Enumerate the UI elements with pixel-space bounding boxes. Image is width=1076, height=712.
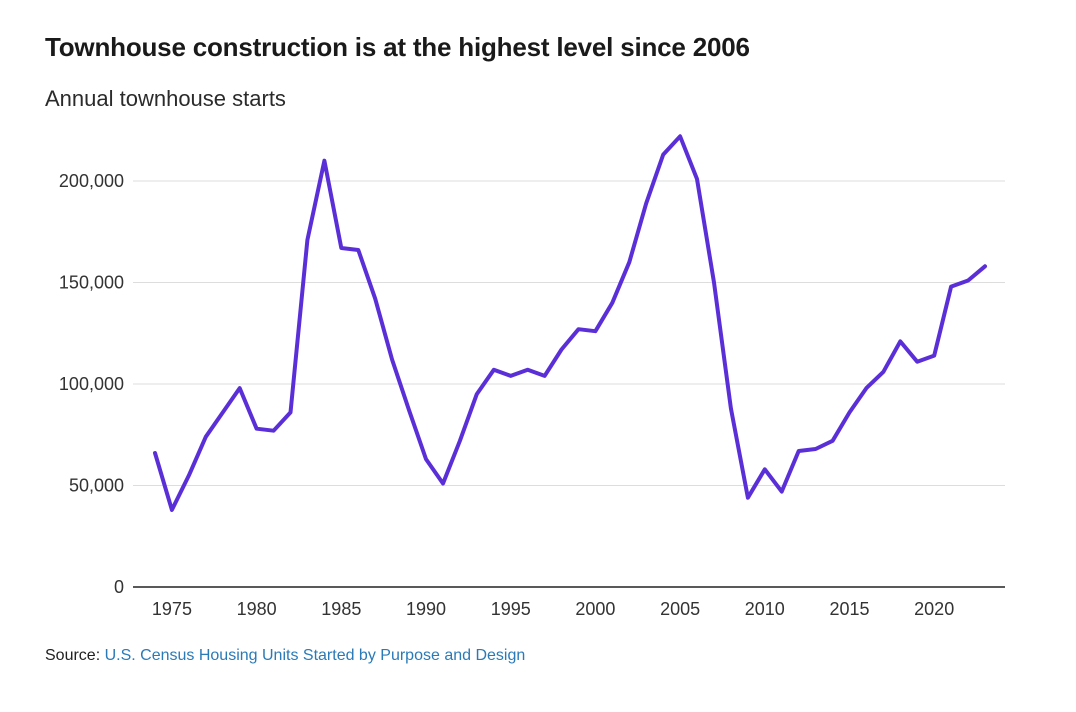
data-point [627, 260, 631, 264]
data-point [797, 449, 801, 453]
data-point [746, 496, 750, 500]
data-point [678, 134, 682, 138]
x-tick-label: 2005 [660, 599, 700, 619]
chart-subtitle: Annual townhouse starts [45, 86, 286, 111]
y-tick-label: 150,000 [59, 273, 124, 293]
data-point [983, 264, 987, 268]
data-point [424, 457, 428, 461]
data-point [780, 490, 784, 494]
y-tick-label: 50,000 [69, 476, 124, 496]
data-point [458, 439, 462, 443]
source-link[interactable]: U.S. Census Housing Units Started by Pur… [104, 647, 526, 664]
data-point [864, 386, 868, 390]
data-point [492, 368, 496, 372]
data-point [255, 427, 259, 431]
data-point [475, 392, 479, 396]
data-point [814, 447, 818, 451]
data-point [305, 238, 309, 242]
source-note: Source: U.S. Census Housing Units Starte… [45, 647, 525, 665]
data-point [322, 159, 326, 163]
x-tick-label: 1980 [237, 599, 277, 619]
data-point [339, 246, 343, 250]
data-point [272, 429, 276, 433]
data-point [509, 374, 513, 378]
data-point [373, 297, 377, 301]
data-point [644, 201, 648, 205]
y-tick-label: 200,000 [59, 171, 124, 191]
source-prefix: Source: [45, 647, 101, 664]
series-line [153, 134, 987, 512]
chart-title: Townhouse construction is at the highest… [45, 32, 750, 62]
data-point [441, 482, 445, 486]
data-point [729, 406, 733, 410]
data-point [848, 410, 852, 414]
data-point [712, 281, 716, 285]
data-point [526, 368, 530, 372]
x-tick-label: 1985 [321, 599, 361, 619]
data-point [577, 327, 581, 331]
x-tick-label: 2000 [575, 599, 615, 619]
data-point [915, 360, 919, 364]
data-point [238, 386, 242, 390]
data-point [221, 410, 225, 414]
data-point [170, 508, 174, 512]
data-point [695, 177, 699, 181]
data-point [204, 435, 208, 439]
data-point [610, 301, 614, 305]
data-point [763, 467, 767, 471]
data-point [560, 348, 564, 352]
data-point [966, 279, 970, 283]
data-point [187, 473, 191, 477]
data-point [593, 329, 597, 333]
y-tick-label: 100,000 [59, 374, 124, 394]
data-point [543, 374, 547, 378]
data-point [153, 451, 157, 455]
x-tick-label: 2010 [745, 599, 785, 619]
x-tick-label: 2015 [829, 599, 869, 619]
data-point [661, 153, 665, 157]
x-tick-label: 1990 [406, 599, 446, 619]
data-point [932, 354, 936, 358]
data-point [949, 285, 953, 289]
data-point [898, 339, 902, 343]
y-tick-label: 0 [114, 577, 124, 597]
data-point [407, 408, 411, 412]
x-tick-label: 1995 [491, 599, 531, 619]
data-point [390, 358, 394, 362]
data-point [831, 439, 835, 443]
x-tick-label: 2020 [914, 599, 954, 619]
data-point [289, 410, 293, 414]
x-tick-label: 1975 [152, 599, 192, 619]
data-point [881, 370, 885, 374]
data-point [356, 248, 360, 252]
